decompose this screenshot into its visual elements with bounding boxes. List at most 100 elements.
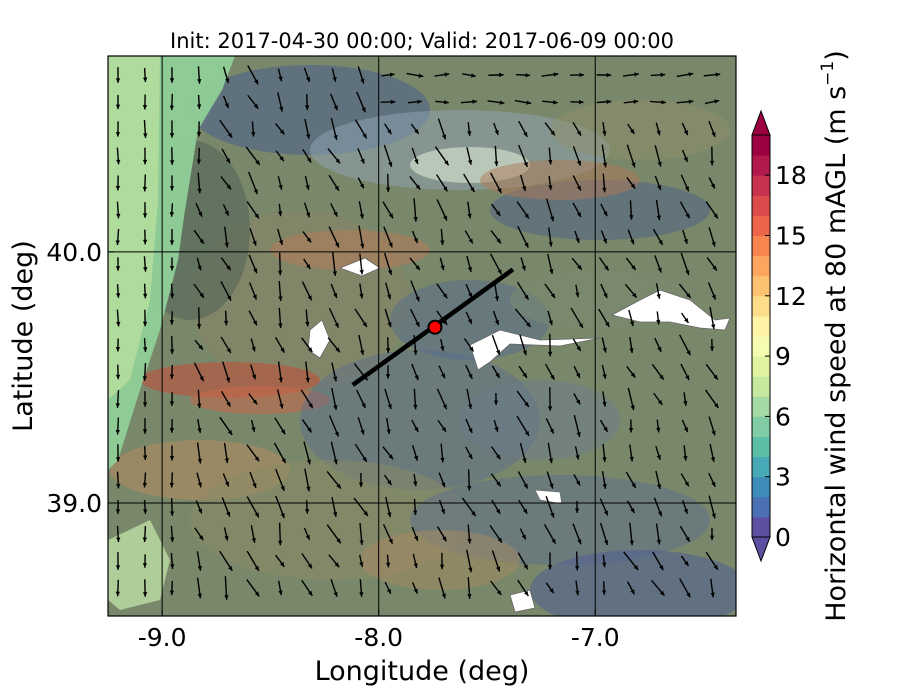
colorbar-tick-label: 3 [775,463,791,492]
wind-arrow [491,499,501,515]
x-tick-label: -7.0 [571,623,620,652]
wind-arrow [681,419,689,433]
wind-arrow [219,550,233,572]
wind-arrow [440,228,445,246]
wind-arrow [410,308,420,328]
wind-arrow [625,257,637,271]
wind-arrow [381,72,395,77]
wind-arrow [358,201,364,219]
wind-arrow [629,336,634,354]
wind-arrow [248,310,258,326]
wind-arrow [548,227,553,247]
wind-arrow [116,471,121,489]
wind-arrow [331,497,338,517]
wind-arrow [519,334,527,356]
colorbar-ticks: 0 3 6 9 12 15 18 [765,161,807,552]
wind-arrow [278,252,283,276]
colorbar-extend-min [751,536,771,563]
wind-arrow [219,119,233,139]
wind-arrow [678,283,692,299]
wind-arrow [520,174,527,192]
wind-arrow [143,499,148,515]
wind-arrow [516,390,530,408]
wind-arrow [115,579,121,597]
wind-arrow [601,337,607,353]
wind-arrow [302,149,312,163]
wind-arrow [329,93,339,111]
wind-arrow [467,524,472,544]
wind-arrow [358,225,365,249]
wind-arrow [518,120,528,138]
wind-arrow [411,582,419,594]
wind-arrow [570,72,584,78]
colorbar-frame [751,134,771,538]
colorbar-segment [752,496,770,518]
wind-arrow [300,389,314,409]
wind-arrow [574,500,580,514]
wind-arrow [705,363,719,381]
wind-arrow [194,527,204,541]
wind-arrow [410,280,420,302]
wind-arrow [516,281,530,301]
wind-arrow [246,444,260,462]
wind-arrow [385,365,391,379]
wind-arrow [197,66,202,84]
wind-arrow [197,389,202,409]
wind-arrow [460,99,478,104]
wind-arrow [116,147,121,165]
wind-arrow [142,94,148,110]
wind-arrow [330,203,338,217]
colorbar-segment [752,215,770,236]
wind-arrow [278,522,283,546]
wind-arrow [305,309,310,327]
wind-arrow [437,419,447,433]
wind-arrow [436,174,448,192]
wind-arrow [413,198,418,222]
wind-arrow [656,419,661,433]
wind-arrow [573,474,581,486]
colorbar-segment [752,416,770,437]
wind-arrow [683,445,688,461]
wind-arrow [406,72,424,78]
wind-arrow [222,66,230,84]
wind-arrow [600,283,608,299]
wind-arrow [359,554,364,568]
wind-arrow [461,497,477,517]
wind-arrow [224,226,229,248]
wind-arrow [303,441,311,465]
wind-arrow [703,72,721,77]
wind-arrow [463,338,475,352]
wind-arrow [327,337,341,353]
colorbar-segment [752,356,770,377]
wind-arrow [303,258,311,270]
wind-arrow [624,283,638,299]
colorbar-label-close: ) [821,50,852,61]
wind-arrow [516,415,530,437]
wind-arrow [626,581,636,595]
wind-arrow [193,362,205,382]
wind-arrow [356,91,366,113]
wind-arrow [541,72,559,77]
wind-arrow [330,441,338,465]
wind-arrow [197,172,202,194]
wind-arrow [169,229,175,245]
x-tick-label: -8.0 [354,623,403,652]
wind-arrow [142,472,147,488]
wind-arrow [622,72,640,77]
wind-arrow [627,229,635,245]
wind-arrow [304,500,310,514]
wind-arrow [572,175,582,191]
cross-section [351,267,515,387]
wind-arrow [573,365,581,379]
wind-arrow [328,226,340,248]
wind-arrow [436,199,448,221]
wind-arrow [708,495,716,519]
wind-arrow [193,283,205,299]
wind-arrow [274,336,286,354]
wind-arrow [440,443,445,463]
wind-arrow [278,280,283,302]
wind-arrow [169,498,175,516]
wind-arrow [220,390,232,408]
wind-arrow [570,307,584,329]
